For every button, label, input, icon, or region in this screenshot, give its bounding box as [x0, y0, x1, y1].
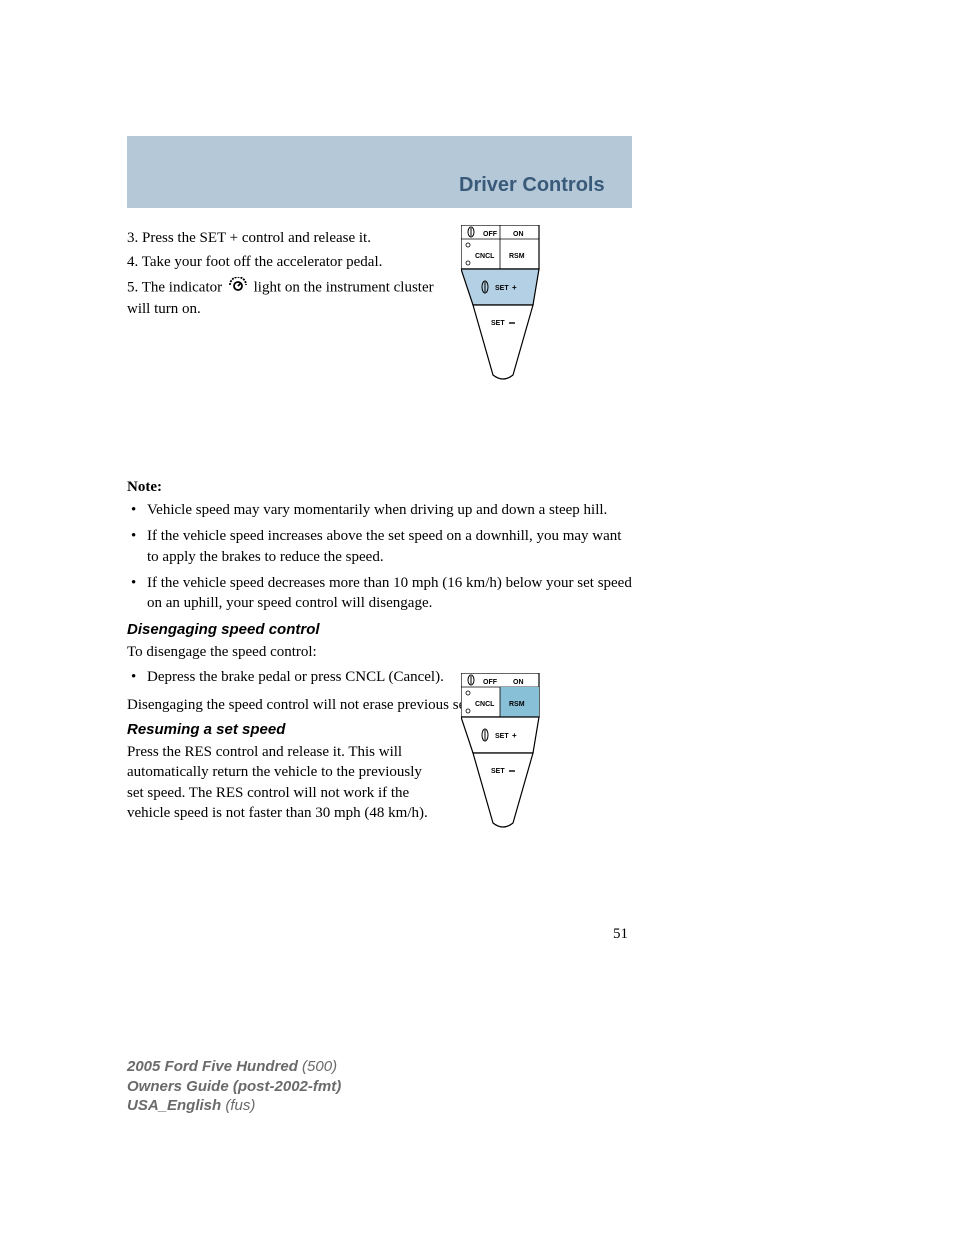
diagram-rsm-label: RSM [509, 253, 525, 260]
diagram2-cncl-label: CNCL [475, 701, 495, 708]
diagram2-setminus-label: SET [491, 768, 505, 775]
cruise-control-diagram-1: OFF ON CNCL RSM SET + SET [461, 225, 631, 405]
page-number: 51 [613, 926, 628, 943]
diagram-setplus-label: SET [495, 285, 509, 292]
svg-text:+: + [512, 731, 517, 740]
disengaging-heading: Disengaging speed control [127, 621, 632, 638]
svg-text:+: + [512, 283, 517, 292]
cruise-indicator-icon [226, 277, 250, 299]
footer-line-2: Owners Guide (post-2002-fmt) [127, 1077, 341, 1097]
header-bar [127, 136, 632, 208]
step-4: 4. Take your foot off the accelerator pe… [127, 252, 437, 272]
footer-line-3: USA_English (fus) [127, 1096, 341, 1116]
diagram-setminus-label: SET [491, 320, 505, 327]
diagram-cncl-label: CNCL [475, 253, 495, 260]
diagram2-setplus-label: SET [495, 733, 509, 740]
page-title: Driver Controls [459, 174, 605, 197]
footer-model-code: (500) [298, 1058, 337, 1075]
disengaging-intro: To disengage the speed control: [127, 642, 632, 662]
footer-lang: USA_English [127, 1097, 221, 1114]
diagram-on-label: ON [513, 231, 524, 238]
note-bullet-2: If the vehicle speed increases above the… [127, 526, 632, 567]
resuming-text: Press the RES control and release it. Th… [127, 742, 437, 823]
step-3: 3. Press the SET + control and release i… [127, 228, 437, 248]
note-label: Note: [127, 479, 632, 496]
footer-model: 2005 Ford Five Hundred [127, 1058, 298, 1075]
note-bullet-1: Vehicle speed may vary momentarily when … [127, 500, 632, 520]
step-5-before: 5. The indicator [127, 279, 222, 295]
step-5: 5. The indicator light on the instrument… [127, 277, 437, 320]
diagram2-on-label: ON [513, 679, 524, 686]
note-bullet-3: If the vehicle speed decreases more than… [127, 573, 632, 614]
cruise-control-diagram-2: OFF ON CNCL RSM SET + SET [461, 673, 631, 853]
diagram-off-label: OFF [483, 231, 498, 238]
diagram2-off-label: OFF [483, 679, 498, 686]
diagram2-rsm-label: RSM [509, 701, 525, 708]
footer: 2005 Ford Five Hundred (500) Owners Guid… [127, 1057, 341, 1116]
footer-line-1: 2005 Ford Five Hundred (500) [127, 1057, 341, 1077]
note-bullets: Vehicle speed may vary momentarily when … [127, 500, 632, 613]
footer-lang-code: (fus) [221, 1097, 255, 1114]
